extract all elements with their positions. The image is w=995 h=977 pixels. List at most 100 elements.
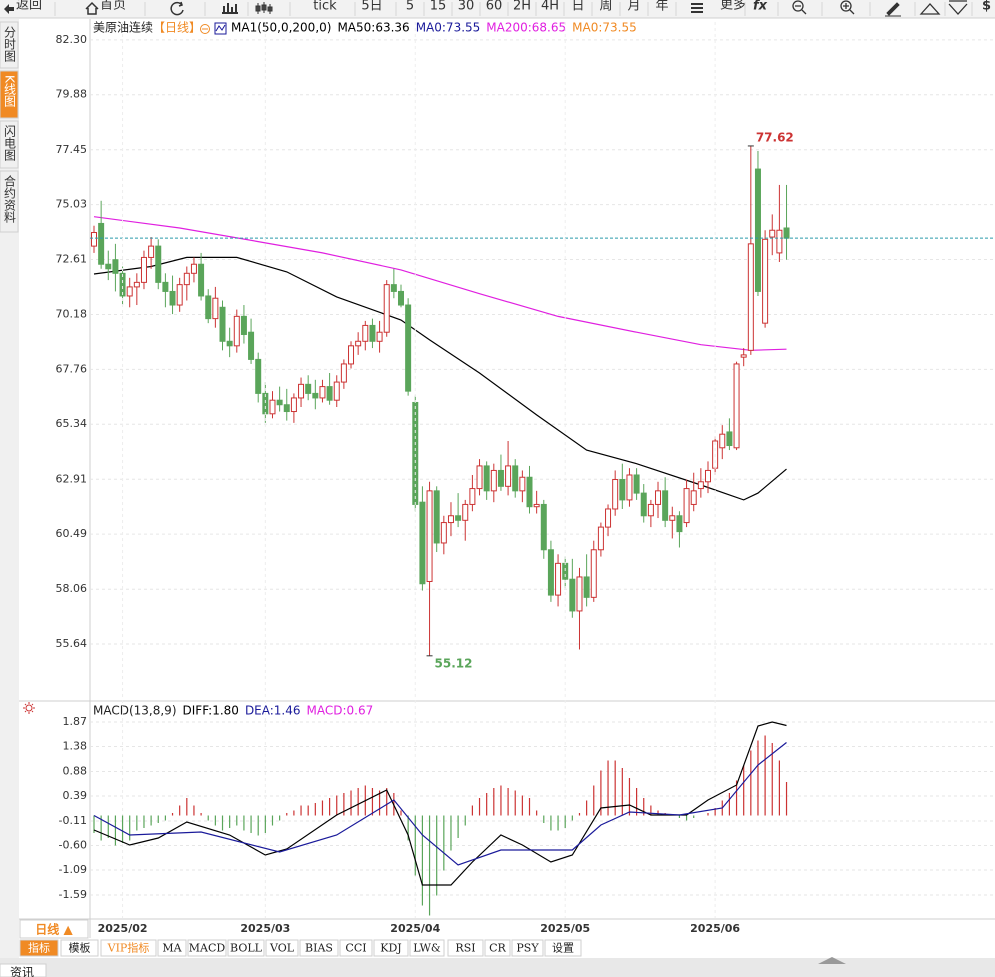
indicator-tab[interactable]: MA: [162, 942, 182, 955]
y-tick-label: -0.60: [59, 839, 87, 852]
indicator-tab[interactable]: 模板: [69, 941, 91, 955]
indicator-tab[interactable]: 设置: [552, 942, 574, 955]
settings-icon[interactable]: [200, 24, 210, 34]
indicator-tab[interactable]: RSI: [455, 942, 475, 955]
legend-entry: MA50:63.36: [337, 21, 409, 35]
candle-body: [283, 404, 290, 413]
y-tick-label: 67.76: [56, 362, 88, 375]
candle-body: [298, 383, 305, 399]
candle-body: [433, 490, 440, 544]
candle-body: [255, 358, 262, 394]
sidebar-tab[interactable]: 合约资料: [3, 174, 17, 223]
candle-body: [547, 549, 554, 596]
candle-body: [376, 331, 383, 342]
sidebar-tab[interactable]: K线图: [3, 75, 17, 107]
fx-button[interactable]: fx: [753, 0, 768, 14]
candle-body: [612, 479, 619, 510]
legend-entry: MA0:73.55: [416, 21, 481, 35]
candle-body: [555, 562, 562, 596]
candle-icon[interactable]: [255, 2, 273, 14]
candle-body: [576, 576, 583, 612]
indicator-tab[interactable]: MACD: [189, 942, 226, 955]
footer-tab[interactable]: 资讯: [10, 966, 34, 977]
period-tab[interactable]: 4H: [541, 0, 559, 14]
indicator-line: [93, 256, 787, 501]
candle-body: [583, 576, 590, 598]
indicator-tab-box: [484, 939, 511, 957]
legend-entry: MA1(50,0,200,0): [231, 21, 331, 35]
y-tick-label: 58.06: [56, 582, 88, 595]
candle-body: [169, 290, 176, 306]
zoom-in-icon[interactable]: [840, 0, 852, 12]
candle-body: [605, 508, 612, 528]
candle-body: [690, 490, 697, 505]
indicator-tab[interactable]: VOL: [269, 942, 295, 955]
candle-body: [205, 295, 212, 320]
period-tab[interactable]: tick: [313, 0, 337, 14]
back-button[interactable]: 返回: [16, 0, 42, 13]
end-button[interactable]: $: [982, 0, 991, 14]
candle-body: [155, 245, 162, 283]
menu-icon: [691, 3, 703, 13]
candle-body: [726, 431, 733, 447]
y-tick-label: 1.87: [63, 715, 88, 728]
period-tab[interactable]: 2H: [513, 0, 531, 14]
y-tick-label: -0.11: [59, 814, 87, 827]
candle-body: [497, 469, 504, 487]
period-tab[interactable]: 60: [486, 0, 503, 14]
indicator-tab[interactable]: CR: [489, 942, 506, 955]
period-tab[interactable]: 15: [430, 0, 447, 14]
chart-icon[interactable]: [222, 3, 238, 14]
y-tick-label: 1.38: [63, 740, 88, 753]
period-label: 【日线】: [153, 21, 201, 35]
indicator-tab[interactable]: BIAS: [305, 942, 333, 955]
chart-title: 美原油连续: [93, 20, 153, 35]
indicator-tab-box: [265, 939, 299, 957]
candle-body: [455, 515, 462, 521]
indicator-tab[interactable]: BOLL: [230, 942, 263, 955]
candle-body: [512, 465, 519, 492]
refresh-icon[interactable]: [170, 1, 184, 16]
candle-body: [348, 345, 355, 365]
indicator-tab-box: [339, 939, 373, 957]
period-tab[interactable]: 周: [599, 0, 612, 14]
candle-body: [483, 465, 490, 492]
footer-handle[interactable]: [818, 957, 846, 964]
sidebar-tab[interactable]: 闪电图: [3, 125, 17, 161]
period-tab[interactable]: 年: [655, 0, 668, 14]
zoom-out-icon[interactable]: [792, 0, 804, 12]
indicator-tab-box: [60, 939, 99, 957]
home-button[interactable]: 首页: [100, 0, 126, 13]
indicator-tab[interactable]: 指标: [28, 941, 50, 955]
more-button[interactable]: 更多: [720, 0, 746, 13]
period-button[interactable]: 日线 ▲: [35, 922, 73, 937]
x-tick-label: 2025/03: [240, 922, 290, 935]
indicator-tab[interactable]: LW&: [413, 942, 441, 955]
candle-body: [540, 503, 547, 551]
indicator-tab[interactable]: PSY: [516, 942, 539, 955]
period-tab[interactable]: 30: [458, 0, 475, 14]
ma-icon[interactable]: [214, 22, 227, 35]
y-tick-label: 79.88: [56, 88, 88, 101]
period-tab[interactable]: 5: [406, 0, 414, 14]
indicator-tab[interactable]: CCI: [345, 942, 366, 955]
indicator-tab-box: [100, 939, 157, 957]
period-tab[interactable]: 月: [627, 0, 640, 14]
macd-icon[interactable]: [23, 702, 35, 714]
y-tick-label: 77.45: [56, 143, 88, 156]
candle-body: [405, 304, 412, 392]
indicator-line: [93, 216, 787, 351]
period-tab[interactable]: 日: [571, 0, 584, 14]
toolbar: [0, 0, 995, 18]
high-label: 77.62: [756, 130, 794, 144]
indicator-tab[interactable]: VIP指标: [107, 941, 150, 955]
indicator-tab[interactable]: KDJ: [380, 942, 401, 955]
period-tab[interactable]: 5日: [361, 0, 382, 14]
pen-icon[interactable]: [885, 2, 901, 17]
candle-body: [647, 503, 654, 517]
triangle-icon[interactable]: [919, 3, 941, 15]
candle-body: [412, 401, 419, 505]
indicator-tab-box: [299, 939, 339, 957]
triangle-down-icon[interactable]: [948, 0, 968, 15]
sidebar-tab[interactable]: 分时图: [3, 26, 17, 62]
